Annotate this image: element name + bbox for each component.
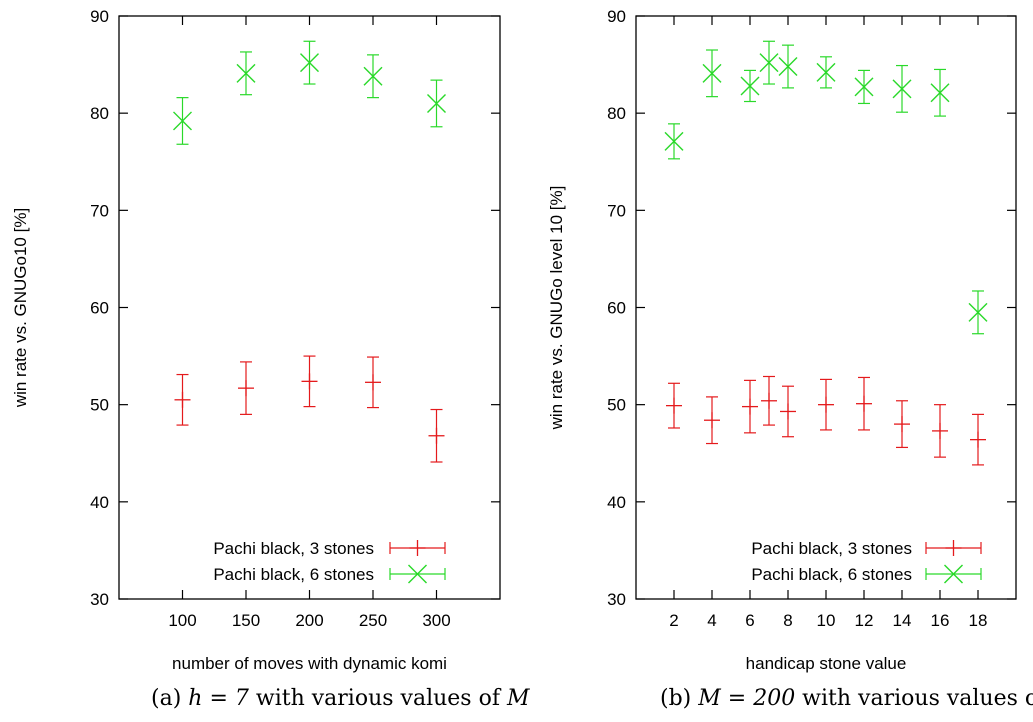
x-tick-label: 12: [855, 611, 874, 630]
series-3-stones: [666, 375, 986, 466]
data-point: [742, 398, 758, 415]
data-point: [664, 131, 684, 151]
x-tick-label: 200: [295, 611, 323, 630]
y-axis-label: win rate vs. GNUGo10 [%]: [11, 208, 30, 408]
legend-swatch: [389, 564, 446, 584]
chart-panel-a: 30 40 50 60 70 80 90 100 150 200 250 300 number of m…: [11, 7, 501, 673]
data-point: [174, 391, 191, 408]
data-point: [780, 403, 796, 420]
y-tick-label: 80: [607, 104, 626, 123]
legend: Pachi black, 3 stones Pachi black, 6 ston…: [213, 539, 446, 584]
y-tick-label: 60: [607, 299, 626, 318]
data-point: [968, 302, 988, 322]
data-point: [778, 57, 798, 77]
legend-label: Pachi black, 6 stones: [213, 565, 374, 584]
data-point: [930, 83, 950, 103]
plot-frame: [118, 15, 501, 600]
data-point: [816, 62, 836, 82]
x-tick-label: 300: [422, 611, 450, 630]
y-tick-label: 70: [607, 201, 626, 220]
legend-label: Pachi black, 6 stones: [751, 565, 912, 584]
x-tick-label: 250: [359, 611, 387, 630]
y-tick-label: 90: [90, 7, 109, 26]
data-point: [300, 53, 319, 73]
data-point: [854, 77, 874, 97]
data-point: [761, 392, 777, 409]
y-tick-label: 50: [607, 396, 626, 415]
plot-frame: [635, 15, 1017, 600]
data-point: [702, 63, 722, 83]
data-point: [740, 76, 760, 96]
data-point: [892, 79, 912, 99]
caption-b: (b) M = 200 with various values of h: [660, 686, 1033, 711]
legend-swatch: [389, 540, 446, 556]
data-point: [428, 427, 445, 444]
series-3-stones: [174, 355, 445, 463]
data-point: [894, 416, 910, 433]
y-tick-label: 40: [90, 493, 109, 512]
y-tick-label: 30: [90, 590, 109, 609]
data-point: [759, 53, 779, 73]
legend-swatch: [925, 540, 982, 556]
x-tick-label: 10: [817, 611, 836, 630]
legend: Pachi black, 3 stones Pachi black, 6 ston…: [751, 539, 982, 584]
data-point: [301, 373, 318, 390]
y-tick-label: 90: [607, 7, 626, 26]
x-axis-label: handicap stone value: [746, 654, 907, 673]
y-tick-label: 40: [607, 493, 626, 512]
x-tick-label: 100: [168, 611, 196, 630]
x-tick-label: 18: [969, 611, 988, 630]
series-6-stones: [664, 40, 988, 335]
y-tick-label: 30: [607, 590, 626, 609]
data-point: [666, 397, 682, 414]
x-axis-label: number of moves with dynamic komi: [172, 654, 447, 673]
x-tick-label: 16: [931, 611, 950, 630]
data-point: [365, 374, 381, 391]
legend-swatch: [925, 564, 982, 584]
legend-label: Pachi black, 3 stones: [751, 539, 912, 558]
y-tick-label: 80: [90, 104, 109, 123]
x-tick-label: 8: [783, 611, 792, 630]
series-6-stones: [173, 40, 446, 145]
y-axis-label: win rate vs. GNUGo level 10 [%]: [547, 186, 566, 431]
legend-label: Pachi black, 3 stones: [213, 539, 374, 558]
data-point: [704, 412, 720, 429]
data-point: [818, 396, 834, 413]
data-point: [173, 111, 192, 131]
x-tick-label: 14: [893, 611, 912, 630]
data-point: [856, 395, 872, 412]
x-tick-label: 4: [707, 611, 716, 630]
y-tick-label: 70: [90, 201, 109, 220]
x-tick-label: 6: [745, 611, 754, 630]
y-tick-label: 60: [90, 299, 109, 318]
x-tick-label: 150: [232, 611, 260, 630]
data-point: [238, 380, 254, 397]
caption-a: (a) h = 7 with various values of M: [151, 686, 530, 711]
x-tick-label: 2: [669, 611, 678, 630]
data-point: [970, 431, 986, 448]
y-tick-label: 50: [90, 396, 109, 415]
data-point: [236, 63, 256, 83]
data-point: [363, 66, 383, 86]
chart-panel-b: 30 40 50 60 70 80 90 2 4 6 8 10 12 14 16 18 handicap sto…: [547, 7, 1017, 673]
data-point: [932, 422, 948, 439]
data-point: [427, 93, 446, 113]
